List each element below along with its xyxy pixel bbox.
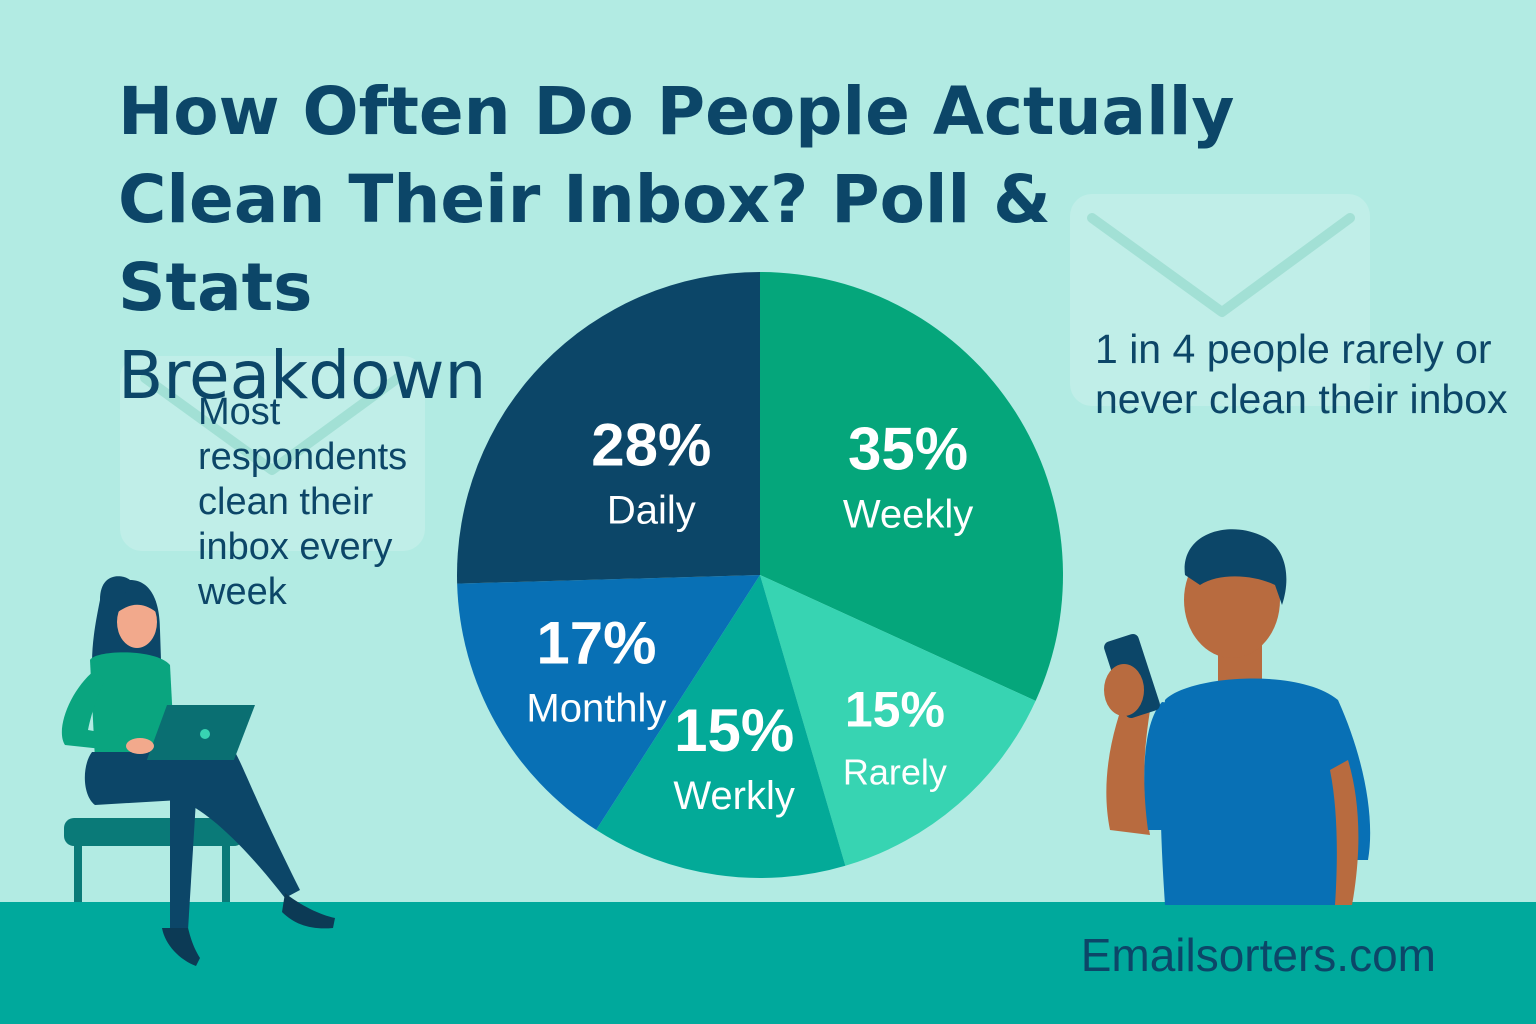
envelope-icon bbox=[1087, 213, 1355, 317]
slice-value-label: 15% bbox=[845, 682, 945, 738]
slice-category-label: Rarely bbox=[843, 752, 947, 793]
callout-rarely: 1 in 4 people rarely or never clean thei… bbox=[1095, 326, 1508, 422]
pie-slice-daily bbox=[456, 272, 760, 584]
slice-value-label: 28% bbox=[591, 411, 711, 478]
envelope-card-left bbox=[120, 356, 425, 551]
slice-category-label: Monthly bbox=[526, 686, 666, 730]
brand-url: Emailsorters.com bbox=[1080, 929, 1436, 981]
title-line: How Often Do People Actually bbox=[118, 73, 1235, 150]
slice-value-label: 35% bbox=[848, 415, 968, 482]
floor-band bbox=[0, 902, 1536, 1024]
slice-category-label: Weekly bbox=[843, 492, 973, 536]
slice-value-label: 17% bbox=[536, 609, 656, 676]
envelope-card-right bbox=[1070, 194, 1370, 406]
pie-slice-weekly bbox=[760, 272, 1063, 701]
callout-weekly: Most respondents clean their inbox every… bbox=[198, 391, 408, 613]
page-title: How Often Do People Actually Clean Their… bbox=[118, 68, 1268, 420]
pie-slice-werkly bbox=[596, 575, 846, 878]
slice-value-label: 15% bbox=[674, 697, 794, 764]
slice-category-label: Daily bbox=[607, 488, 696, 532]
pie-slice-rarely bbox=[760, 575, 1036, 866]
title-line: Clean Their Inbox? Poll & Stats bbox=[118, 161, 1051, 326]
slice-category-label: Werkly bbox=[673, 774, 794, 818]
title-line: Breakdown bbox=[118, 337, 487, 414]
envelope-icon bbox=[140, 373, 403, 475]
pie-slice-monthly bbox=[457, 575, 760, 830]
